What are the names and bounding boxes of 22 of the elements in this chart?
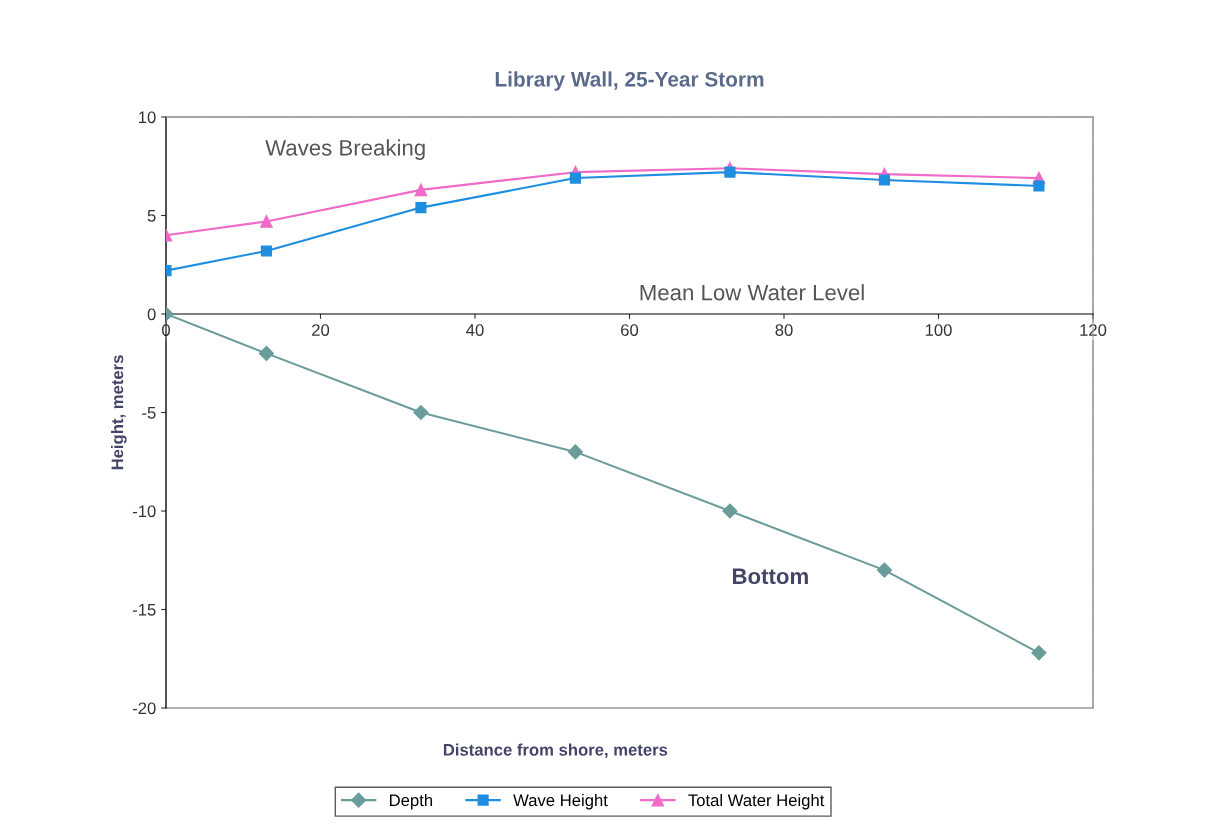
x-tick-label: 20: [312, 324, 330, 336]
annotation: Waves Breaking: [265, 139, 425, 161]
legend-label: Total Water Height: [688, 793, 825, 810]
x-axis-title: Distance from shore, meters: [443, 743, 668, 759]
legend-label: Wave Height: [513, 793, 608, 810]
x-tick-label: 60: [621, 324, 639, 336]
chart-title: Library Wall, 25-Year Storm: [495, 71, 764, 91]
y-tick-label: 0: [147, 308, 156, 321]
annotation: Mean Low Water Level: [640, 284, 864, 301]
y-tick-label: -5: [142, 407, 156, 419]
x-tick-label: 120: [1080, 324, 1107, 336]
x-tick-label: 100: [925, 324, 952, 336]
y-axis-title: Height, meters: [111, 355, 127, 470]
annotation: Bottom: [732, 568, 808, 585]
y-tick-label: 5: [147, 210, 156, 222]
y-tick-label: -20: [132, 702, 156, 715]
x-tick-label: 40: [466, 324, 484, 336]
y-tick-label: 10: [139, 111, 156, 124]
y-tick-label: -10: [132, 505, 156, 518]
legend-label: Depth: [390, 793, 433, 810]
x-tick-label: 80: [775, 324, 793, 336]
y-tick-label: -15: [132, 604, 156, 616]
